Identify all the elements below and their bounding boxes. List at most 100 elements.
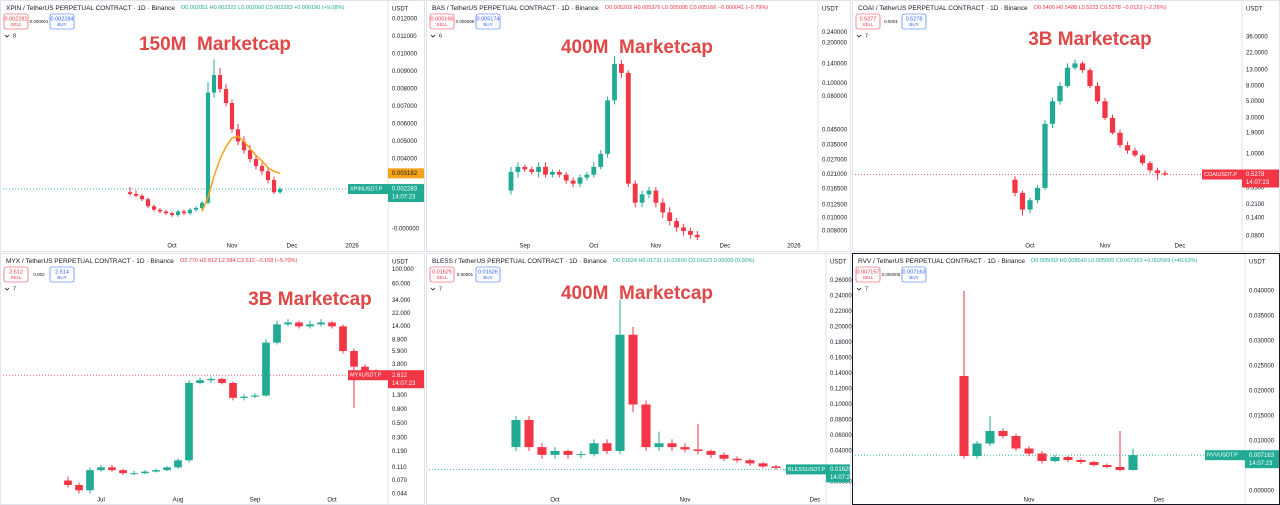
sell-label[interactable]: SELL — [10, 22, 22, 27]
candle-body — [145, 199, 151, 207]
indicator-toggle[interactable] — [430, 287, 436, 291]
sell-price[interactable]: 0.007157 — [857, 269, 880, 275]
candle-body — [745, 460, 755, 464]
sell-button[interactable] — [429, 13, 455, 30]
y-tick-label: 0.004000 — [392, 157, 418, 163]
sell-price[interactable]: 0.005166 — [431, 16, 454, 22]
candle-body — [295, 322, 303, 327]
indicator-count[interactable]: 7 — [865, 286, 868, 292]
sell-button[interactable] — [429, 266, 455, 283]
indicator-toggle[interactable] — [4, 34, 10, 38]
buy-price[interactable]: 0.5278 — [906, 16, 923, 22]
candle-body — [235, 129, 241, 142]
candle-body — [515, 166, 521, 172]
indicator-toggle[interactable] — [856, 34, 862, 38]
x-tick-label: Sep — [250, 498, 261, 504]
indicator-toggle[interactable] — [856, 287, 862, 291]
sell-button[interactable] — [3, 266, 29, 283]
buy-label[interactable]: BUY — [57, 275, 66, 280]
x-tick-label: Dec — [1154, 498, 1165, 504]
price-tag-symbol: COAIUSDT.P — [1204, 172, 1237, 178]
candle-body — [687, 231, 693, 235]
sell-label[interactable]: SELL — [436, 275, 448, 280]
buy-label[interactable]: BUY — [483, 275, 492, 280]
y-tick-label: 3.0000 — [1246, 115, 1265, 121]
price-tag — [1245, 450, 1279, 469]
buy-button[interactable] — [475, 266, 501, 283]
buy-price[interactable]: 0.005174 — [477, 16, 500, 22]
candle-body — [556, 171, 562, 175]
y-tick-label: 0.200000 — [822, 41, 848, 47]
buy-price[interactable]: 0.007163 — [903, 269, 926, 275]
buy-label[interactable]: BUY — [909, 275, 918, 280]
candle-body — [646, 190, 652, 195]
panel-frame — [852, 0, 1280, 252]
sell-button[interactable] — [3, 13, 29, 30]
candle-body — [529, 169, 535, 172]
y-tick-label: 0.006000 — [392, 122, 418, 128]
y-tick-label: 0.008000 — [392, 87, 418, 93]
candle-body — [1019, 192, 1026, 210]
candle-body — [654, 443, 664, 448]
candle-body — [550, 450, 560, 455]
sell-button[interactable] — [855, 266, 881, 283]
y-tick-label: 0.300 — [392, 436, 408, 442]
buy-button[interactable] — [475, 13, 501, 30]
plot-area — [853, 59, 1242, 216]
indicator-count[interactable]: 7 — [439, 286, 442, 292]
candle-body — [1072, 63, 1078, 68]
buy-label[interactable]: BUY — [483, 22, 492, 27]
buy-label[interactable]: BUY — [909, 22, 918, 27]
y-tick-label: 0.040000 — [1249, 289, 1275, 295]
buy-label[interactable]: BUY — [57, 22, 66, 27]
candle-body — [119, 470, 127, 474]
y-tick-label: 0.100000 — [822, 81, 848, 87]
sell-label[interactable]: SELL — [10, 275, 22, 280]
buy-button[interactable] — [901, 266, 927, 283]
buy-button[interactable] — [901, 13, 927, 30]
y-tick-label: 0.160000 — [830, 356, 856, 362]
candle-body — [1154, 170, 1161, 174]
indicator-count[interactable]: 7 — [13, 286, 16, 292]
x-tick-label: Nov — [1024, 498, 1035, 504]
y-tick-label: 1.300 — [392, 393, 408, 399]
buy-button[interactable] — [49, 266, 75, 283]
sell-label[interactable]: SELL — [862, 22, 874, 27]
candle-body — [1024, 448, 1034, 454]
sell-label[interactable]: SELL — [436, 22, 448, 27]
indicator-count[interactable]: 8 — [13, 33, 16, 39]
price-tag-countdown: 14:07:23 — [392, 195, 416, 201]
sell-price[interactable]: 2.612 — [9, 269, 23, 275]
indicator-toggle[interactable] — [430, 34, 436, 38]
candle-body — [641, 404, 651, 448]
y-tick-label: 0.080000 — [830, 418, 856, 424]
y-tick-label: 36.0000 — [1246, 35, 1268, 41]
spread: 0.00001 — [457, 272, 474, 277]
indicator-count[interactable]: 7 — [865, 33, 868, 39]
sell-button[interactable] — [855, 13, 881, 30]
y-tick-label: 0.200000 — [830, 325, 856, 331]
candle-body — [199, 202, 205, 208]
candle-body — [284, 322, 292, 325]
axis-unit: USDT — [830, 260, 847, 266]
indicator-count[interactable]: 6 — [439, 33, 442, 39]
price-tag-countdown: 14:07:23 — [830, 475, 854, 481]
x-tick-label: Nov — [651, 244, 662, 250]
buy-button[interactable] — [49, 13, 75, 30]
y-tick-label: 0.035000 — [1249, 314, 1275, 320]
buy-price[interactable]: 0.01626 — [478, 269, 498, 275]
y-tick-label: 0.000000 — [1249, 489, 1275, 495]
sell-price[interactable]: 0.01625 — [432, 269, 452, 275]
candle-body — [985, 431, 995, 444]
indicator-toggle[interactable] — [4, 287, 10, 291]
price-tag-value: 0.007163 — [1249, 453, 1275, 459]
y-tick-label: 0.2100 — [1246, 202, 1265, 208]
sell-price[interactable]: 0.5277 — [860, 16, 877, 22]
buy-price[interactable]: 2.614 — [55, 269, 69, 275]
sell-price[interactable]: 0.002281 — [5, 16, 28, 22]
candle-body — [667, 212, 673, 221]
candle-body — [229, 103, 235, 130]
buy-price[interactable]: 0.002284 — [51, 16, 74, 22]
annotation: 400M Marketcap — [561, 37, 713, 58]
sell-label[interactable]: SELL — [862, 275, 874, 280]
